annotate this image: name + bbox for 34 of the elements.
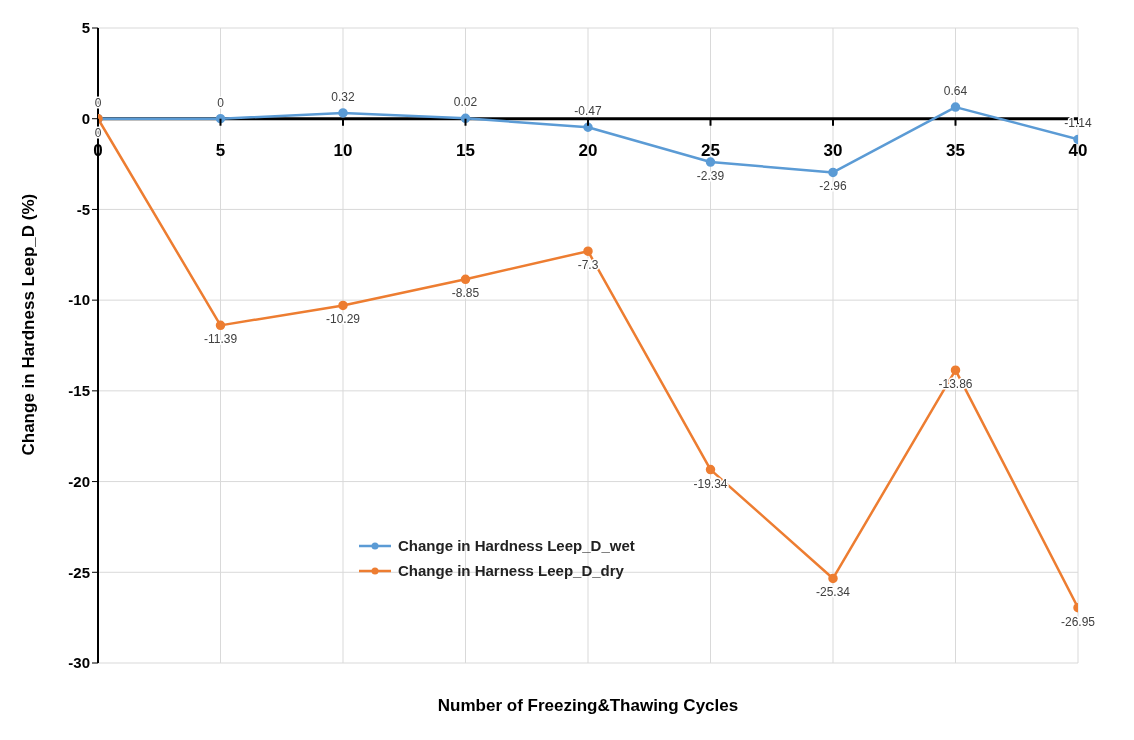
x-tick-label: 25 — [701, 140, 720, 160]
data-label: -1.14 — [1064, 116, 1092, 131]
data-label: 0.64 — [943, 84, 968, 99]
x-tick-label: 40 — [1068, 140, 1088, 160]
x-tick-label: 5 — [215, 140, 226, 160]
x-axis-title: Number of Freezing&Thawing Cycles — [436, 696, 740, 716]
data-label: -8.85 — [451, 286, 480, 301]
data-label: -10.29 — [325, 312, 361, 327]
data-label: -2.96 — [819, 179, 847, 194]
x-tick-label: 10 — [333, 140, 353, 160]
y-tick-label: 0 — [81, 110, 90, 128]
y-tick-label: -5 — [76, 200, 90, 218]
y-axis-title: Change in Hardness Leep_D (%) — [19, 193, 39, 456]
y-tick-label: -30 — [68, 654, 90, 672]
data-label: -19.34 — [693, 476, 728, 491]
x-tick-label: 35 — [946, 140, 965, 160]
data-label: -0.47 — [574, 104, 602, 119]
data-label: -25.34 — [815, 585, 851, 600]
y-tick-label: -25 — [68, 563, 90, 581]
legend-label: Change in Harness Leep_D_dry — [398, 562, 624, 579]
data-label: 0.32 — [331, 89, 355, 104]
data-label: 0.02 — [453, 95, 478, 110]
legend-label: Change in Hardness Leep_D_wet — [398, 537, 635, 554]
data-label: 0 — [217, 95, 225, 110]
data-label: -2.39 — [696, 169, 725, 184]
y-tick-label: 5 — [81, 19, 90, 37]
x-tick-label: 30 — [823, 140, 843, 160]
data-label: -11.39 — [203, 332, 238, 347]
data-label: -26.95 — [1060, 614, 1096, 629]
x-tick-label: 20 — [578, 140, 598, 160]
y-tick-label: -15 — [68, 382, 90, 400]
y-tick-label: -20 — [68, 472, 90, 490]
y-tick-label: -10 — [68, 291, 90, 309]
x-tick-label: 15 — [456, 140, 475, 160]
